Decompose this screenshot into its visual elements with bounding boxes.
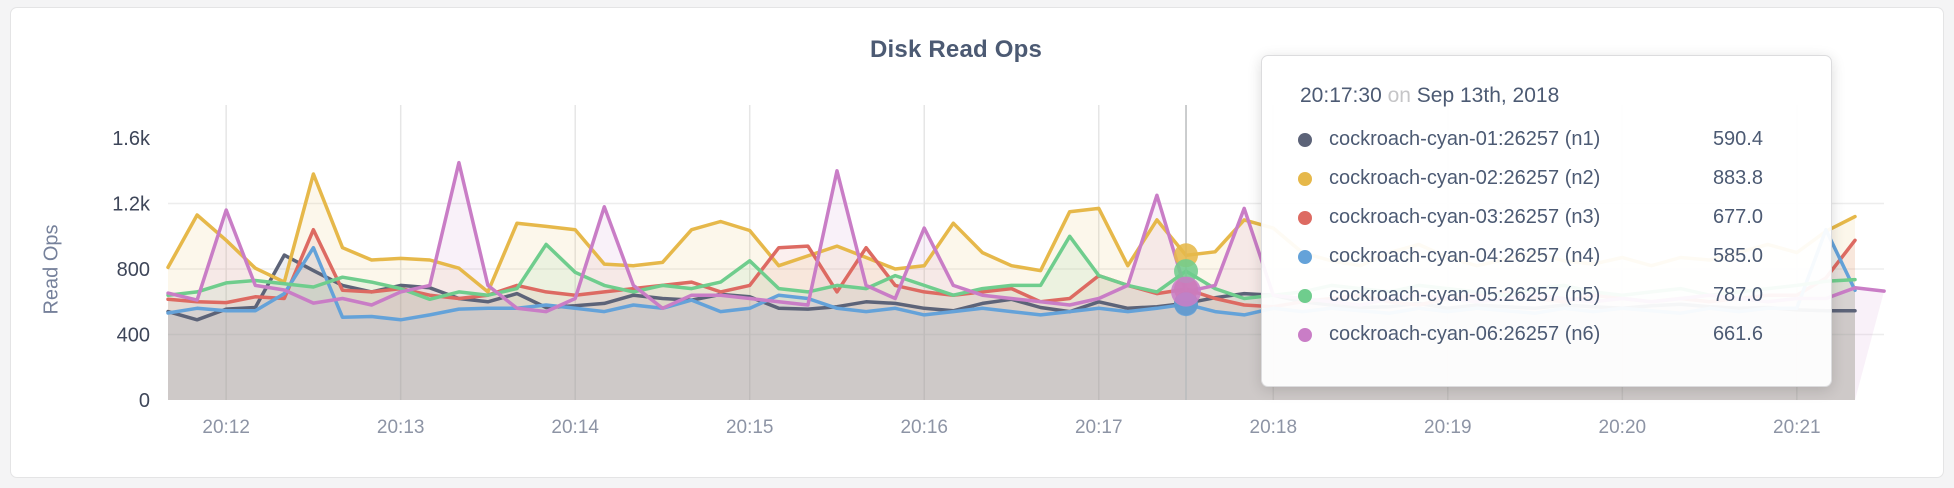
series-label-n3: cockroach-cyan-03:26257 (n3) xyxy=(1329,206,1601,228)
series-value-n6: 661.6 xyxy=(1712,323,1763,345)
tooltip-date: Sep 13th, 2018 xyxy=(1416,84,1560,107)
tooltip-title: 20:17:30 on Sep 13th, 2018 xyxy=(1300,84,1797,108)
series-dot-n6 xyxy=(1298,327,1312,342)
x-tick-label: 20:13 xyxy=(377,417,425,438)
series-value-n5: 787.0 xyxy=(1712,284,1763,306)
x-tick-label: 20:18 xyxy=(1250,417,1298,438)
tooltip-row-n3: cockroach-cyan-03:26257 (n3) 677.0 xyxy=(1298,198,1797,237)
series-label-n5: cockroach-cyan-05:26257 (n5) xyxy=(1329,284,1601,306)
y-tick-label: 400 xyxy=(117,325,150,347)
x-tick-label: 20:14 xyxy=(551,417,599,438)
x-tick-label: 20:16 xyxy=(900,417,948,438)
tooltip-row-n4: cockroach-cyan-04:26257 (n4) 585.0 xyxy=(1298,237,1797,276)
series-value-n4: 585.0 xyxy=(1712,245,1763,267)
series-dot-n5 xyxy=(1298,288,1312,303)
x-tick-label: 20:20 xyxy=(1599,417,1647,438)
tooltip-row-n5: cockroach-cyan-05:26257 (n5) 787.0 xyxy=(1298,276,1797,315)
x-tick-label: 20:21 xyxy=(1773,417,1821,438)
x-tick-label: 20:12 xyxy=(202,417,250,438)
hover-dot xyxy=(1171,276,1202,307)
series-value-n3: 677.0 xyxy=(1712,206,1763,228)
series-label-n6: cockroach-cyan-06:26257 (n6) xyxy=(1329,323,1601,345)
series-label-n2: cockroach-cyan-02:26257 (n2) xyxy=(1329,167,1601,189)
y-tick-label: 1.6k xyxy=(112,128,151,150)
hover-dot xyxy=(1174,259,1199,284)
hover-tooltip: 20:17:30 on Sep 13th, 2018 cockroach-cya… xyxy=(1261,55,1832,387)
tooltip-time: 20:17:30 xyxy=(1300,84,1382,107)
series-label-n1: cockroach-cyan-01:26257 (n1) xyxy=(1329,128,1601,150)
y-tick-label: 0 xyxy=(139,390,150,412)
x-tick-label: 20:17 xyxy=(1075,417,1123,438)
tooltip-on-word: on xyxy=(1387,84,1411,107)
tooltip-row-n2: cockroach-cyan-02:26257 (n2) 883.8 xyxy=(1298,159,1797,198)
series-label-n4: cockroach-cyan-04:26257 (n4) xyxy=(1329,245,1601,267)
chart-title: Disk Read Ops xyxy=(870,36,1042,63)
y-tick-label: 1.2k xyxy=(112,194,151,216)
series-dot-n1 xyxy=(1298,132,1312,147)
y-tick-label: 800 xyxy=(117,259,150,281)
tooltip-row-n1: cockroach-cyan-01:26257 (n1) 590.4 xyxy=(1298,120,1797,159)
tooltip-row-n6: cockroach-cyan-06:26257 (n6) 661.6 xyxy=(1298,315,1797,354)
x-tick-label: 20:19 xyxy=(1424,417,1472,438)
series-dot-n3 xyxy=(1298,210,1312,225)
series-value-n2: 883.8 xyxy=(1712,167,1763,189)
series-dot-n2 xyxy=(1298,171,1312,186)
series-value-n1: 590.4 xyxy=(1712,128,1763,150)
series-dot-n4 xyxy=(1298,249,1312,264)
x-tick-label: 20:15 xyxy=(726,417,774,438)
